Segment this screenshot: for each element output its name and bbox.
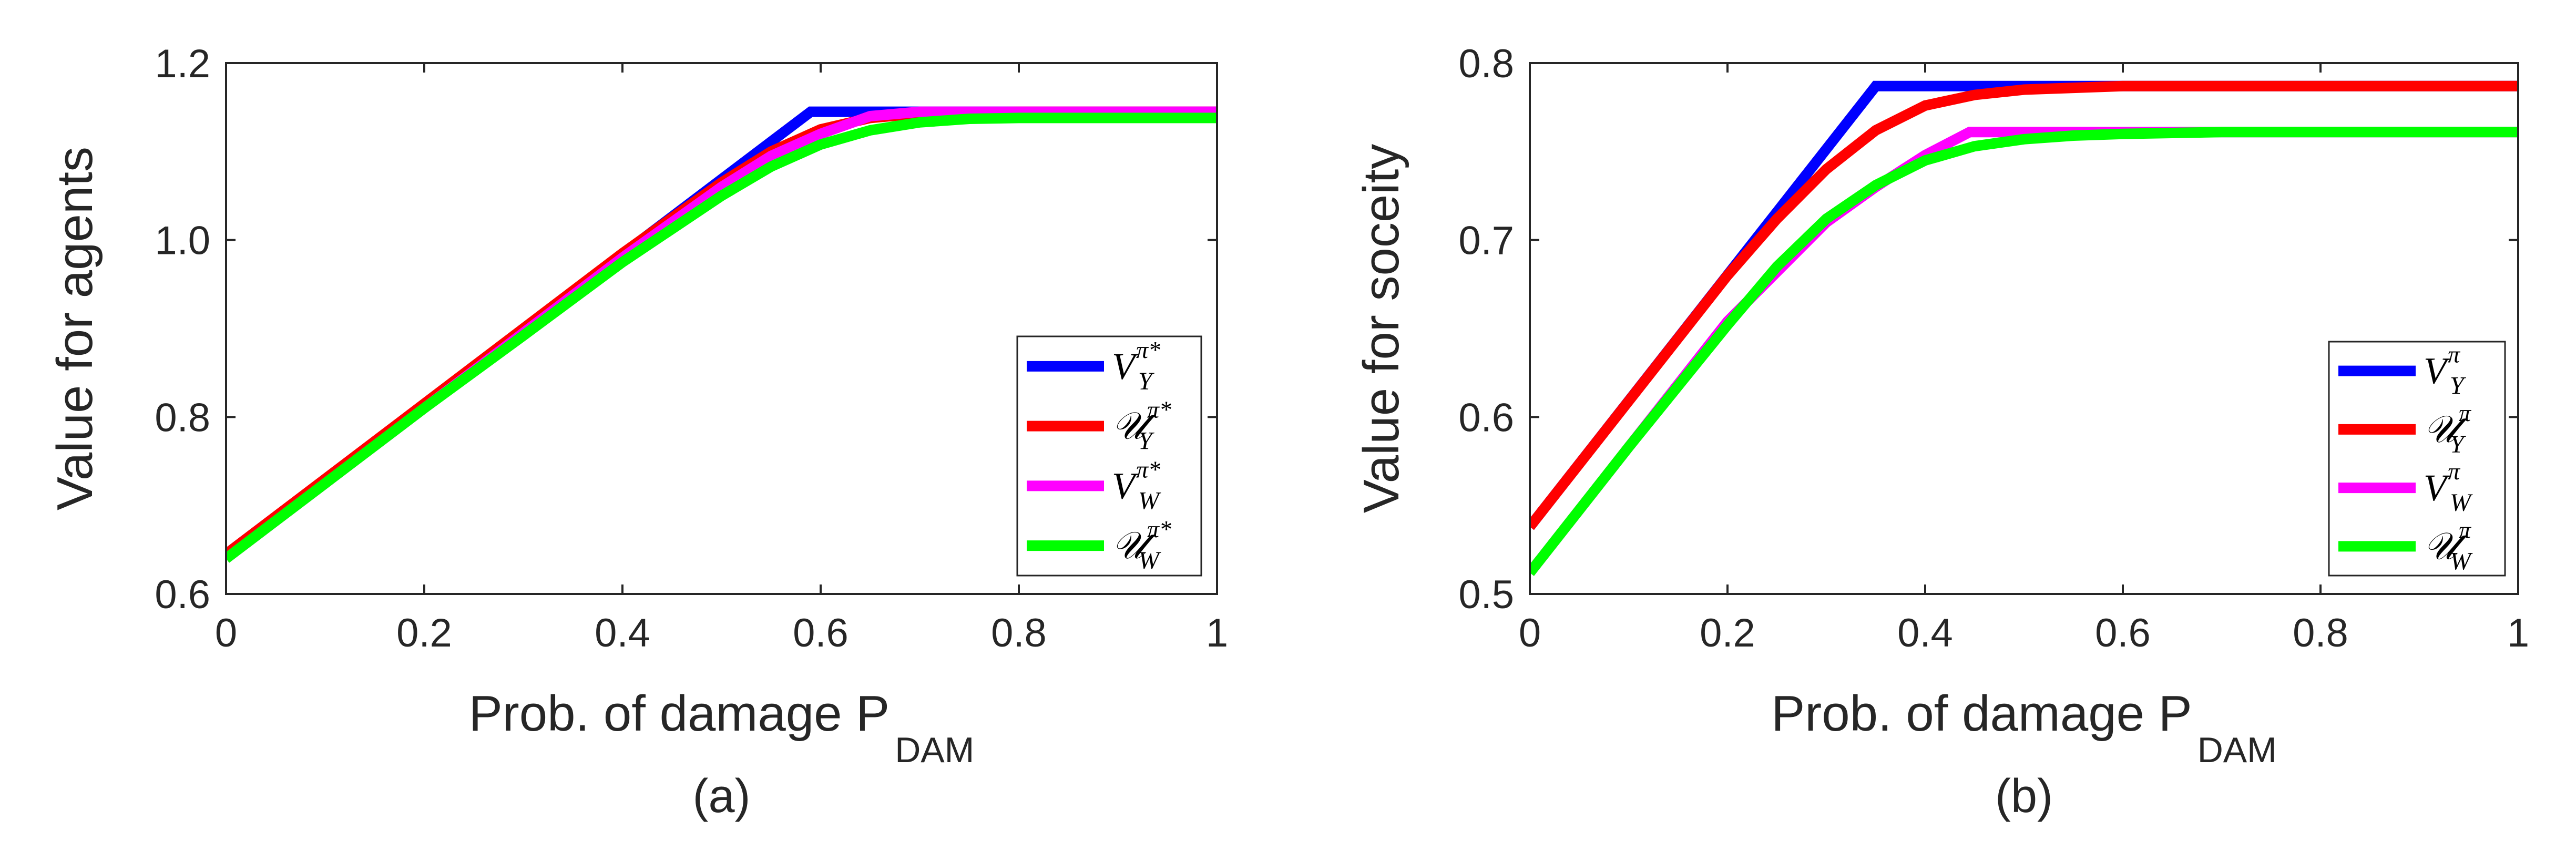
x-tick-label: 0.6 [2095,611,2151,655]
y-tick-label: 0.6 [155,572,210,617]
legend-subscript: Y [1138,427,1154,455]
y-tick-label: 0.8 [1458,42,1514,86]
legend-superscript: π* [1136,336,1160,363]
y-axis-label: Value for agents [47,147,103,510]
legend-entry-label: 𝒰π* [1112,516,1171,567]
x-tick-label: 0.4 [1897,611,1953,655]
series-line-uw [226,112,1217,563]
x-tick-label: 0.4 [595,611,650,655]
legend-superscript: π [2448,458,2461,485]
axes-box [225,62,1218,595]
y-tick-label: 0.6 [1458,395,1514,440]
x-tick-label: 1 [2507,611,2529,655]
x-tick-label: 1 [1206,611,1228,655]
legend-symbol: V [1112,465,1139,507]
legend-superscript: π* [1147,516,1171,542]
x-tick-label: 0.8 [2293,611,2348,655]
legend-entry-label: Vπ [2424,341,2461,392]
series-group [1530,80,2518,576]
panel-caption: (b) [1995,770,2053,823]
y-tick-label: 1.2 [155,42,210,86]
legend-superscript: π* [1136,456,1160,483]
legend-subscript: W [2450,489,2473,517]
x-axis-label-text: Prob. of damage P [469,685,890,742]
x-axis-label: Prob. of damage PDAM [469,685,975,770]
legend-subscript: W [2450,547,2473,575]
x-tick-label: 0.6 [793,611,849,655]
y-axis-label: Value for soceity [1353,144,1409,514]
x-tick-label: 0 [215,611,237,655]
y-tick-label: 0.7 [1458,219,1514,263]
legend-box [1016,335,1202,577]
axes-box [1529,62,2519,595]
legend-superscript: π [2448,341,2461,368]
x-tick-label: 0.8 [991,611,1047,655]
legend-entry-label: Vπ [2424,458,2461,509]
panel-a: 0 0.2 0.4 0.6 0.8 1 0.6 0.8 1.0 1.2 Value for agen… [47,42,1228,823]
legend-subscript: Y [1138,367,1154,395]
panel-caption: (a) [693,770,751,823]
x-axis-label-subscript: DAM [895,730,974,770]
legend: Vπ*Y𝒰π*YVπ*W𝒰π*W [1016,335,1202,577]
y-tick-label: 0.5 [1458,572,1514,617]
x-axis-label-subscript: DAM [2197,730,2277,770]
legend-entry-label: Vπ* [1112,336,1160,387]
y-tick-label: 0.8 [155,395,210,440]
panel-b: 0 0.2 0.4 0.6 0.8 1 0.5 0.6 0.7 0.8 Value for soce… [1353,42,2529,823]
x-tick-label: 0.2 [396,611,452,655]
legend-subscript: Y [2450,372,2466,400]
legend-symbol: V [2424,467,2450,509]
series-line-uw [1530,127,2518,576]
legend-symbol: V [1112,345,1139,387]
x-axis-label-text: Prob. of damage P [1771,685,2192,742]
series-group [226,106,1217,563]
legend-symbol: V [2424,350,2450,392]
legend-subscript: Y [2450,430,2466,458]
series-line-uy [1530,80,2518,530]
legend-superscript: π [2459,516,2472,543]
legend-box [2328,341,2506,577]
x-tick-label: 0.2 [1700,611,1755,655]
legend-subscript: W [1138,487,1161,515]
x-tick-label: 0 [1519,611,1541,655]
legend-subscript: W [1138,547,1161,575]
legend-entry-label: Vπ* [1112,456,1160,507]
legend-superscript: π [2459,399,2472,426]
y-tick-label: 1.0 [155,219,210,263]
legend-superscript: π* [1147,396,1171,423]
x-axis-label: Prob. of damage PDAM [1771,685,2277,770]
